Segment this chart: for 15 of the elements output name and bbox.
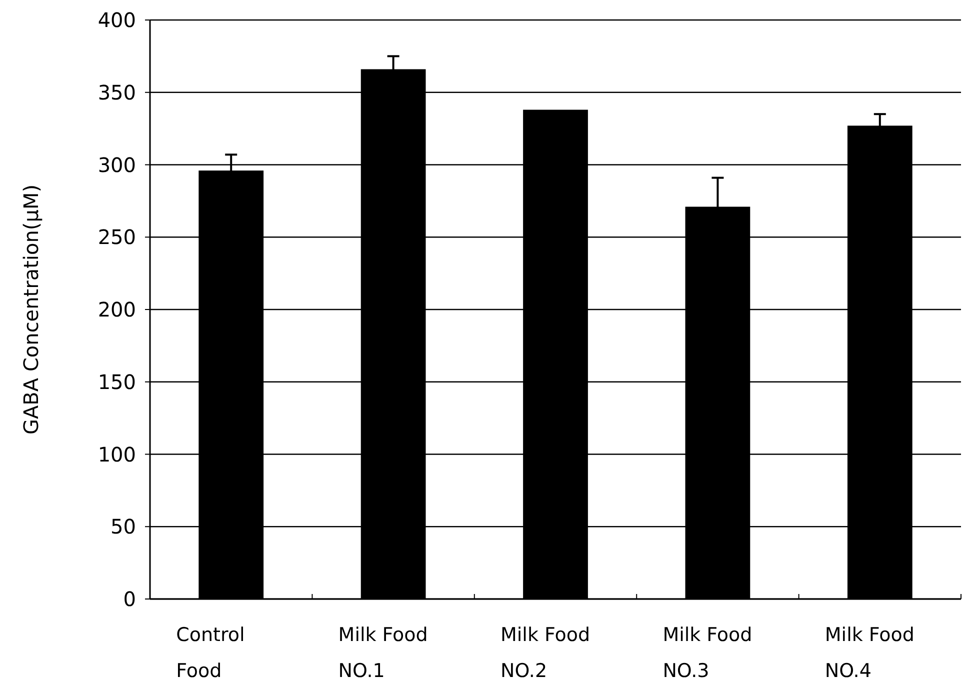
y-axis-title: GABA Concentration(μM) [19, 184, 43, 435]
x-tick-label: Milk Food NO.1 [338, 624, 428, 682]
y-tick-label: 150 [98, 370, 136, 394]
y-tick-label: 250 [98, 225, 136, 250]
x-tick-label: Milk Food NO.3 [662, 624, 752, 682]
y-tick-label: 50 [110, 514, 136, 539]
y-tick-label: 400 [98, 8, 136, 32]
x-tick-label: Milk Food NO.4 [824, 624, 914, 682]
x-tick-label: Milk Food NO.2 [500, 624, 590, 682]
y-tick-label: 350 [98, 80, 136, 104]
y-tick-label: 300 [98, 152, 136, 177]
x-tick-label: Control Food [176, 624, 245, 682]
y-tick-label: 200 [98, 298, 136, 322]
y-tick-label: 0 [123, 587, 136, 611]
y-tick-label: 100 [98, 442, 136, 466]
